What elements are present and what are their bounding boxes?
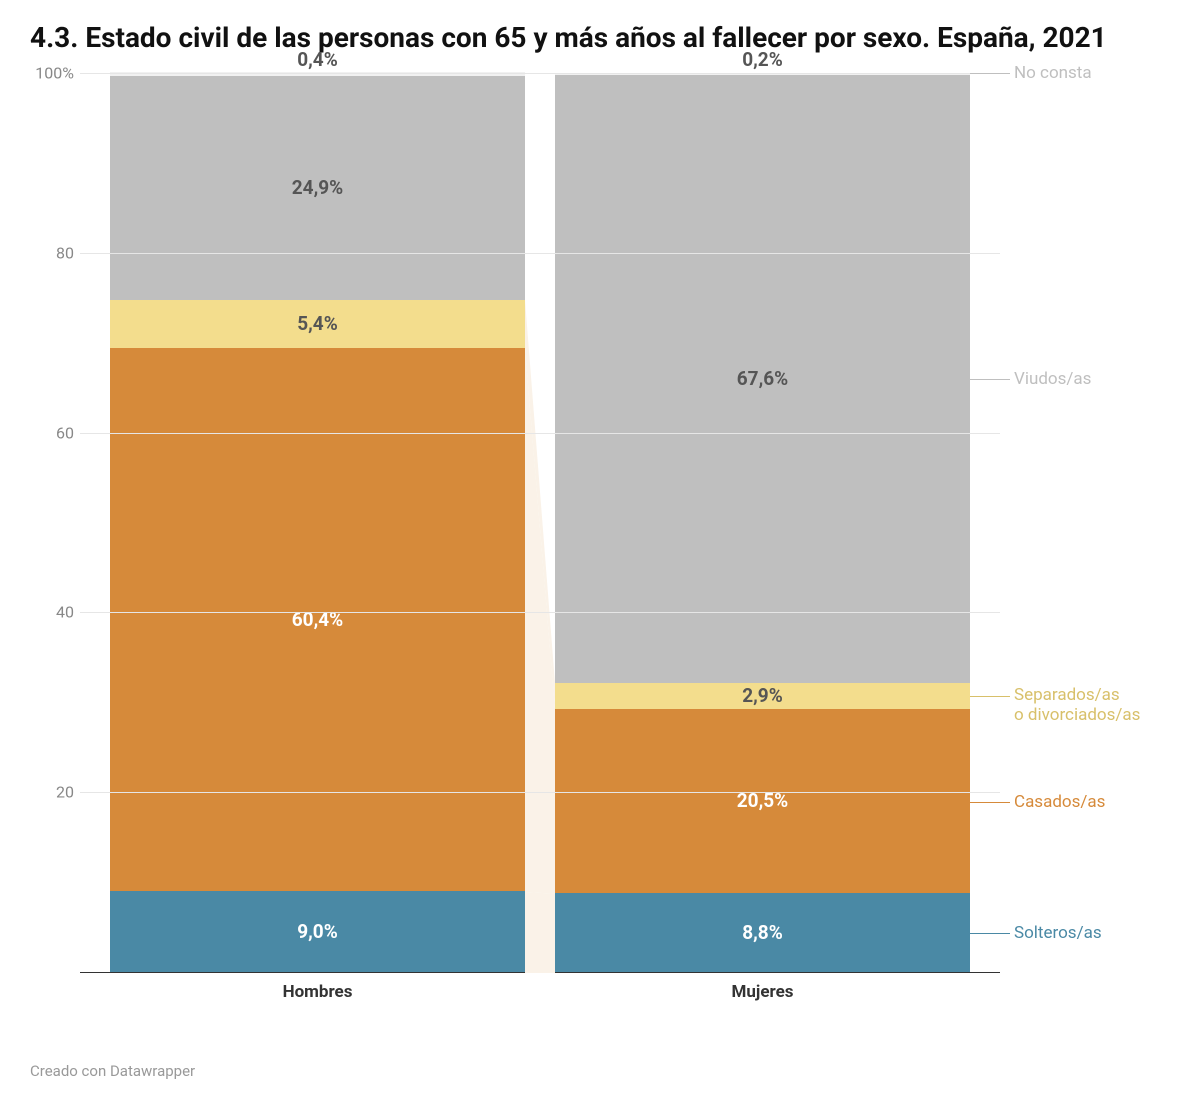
y-tick: 100% bbox=[30, 64, 74, 83]
segment-label-hombres-no_consta: 0,4% bbox=[110, 48, 525, 71]
y-tick: 80 bbox=[30, 243, 74, 262]
y-tick: 60 bbox=[30, 423, 74, 442]
legend-label-casados: Casados/as bbox=[1014, 792, 1105, 812]
legend-leader-casados bbox=[970, 802, 1010, 803]
segment-label-mujeres-no_consta: 0,2% bbox=[555, 48, 970, 71]
legend-leader-solteros bbox=[970, 933, 1010, 934]
legend-leader-separados bbox=[970, 696, 1010, 697]
legend-label-no_consta: No consta bbox=[1014, 63, 1092, 83]
legend-leader-viudos bbox=[970, 379, 1010, 380]
y-tick: 20 bbox=[30, 783, 74, 802]
legend-label-viudos: Viudos/as bbox=[1014, 369, 1091, 389]
footer-credit: Creado con Datawrapper bbox=[30, 1062, 195, 1080]
x-label-mujeres: Mujeres bbox=[555, 972, 970, 1002]
legend-layer: Solteros/as Casados/as Separados/aso divor… bbox=[80, 73, 1190, 973]
legend-label-separados: Separados/aso divorciados/as bbox=[1014, 686, 1140, 725]
chart-area: 9,0%60,4%5,4%24,9%0,4%Hombres8,8%20,5%2,… bbox=[80, 73, 1190, 973]
legend-leader-no_consta bbox=[970, 73, 1010, 74]
y-tick: 40 bbox=[30, 603, 74, 622]
legend-label-solteros: Solteros/as bbox=[1014, 923, 1102, 943]
x-label-hombres: Hombres bbox=[110, 972, 525, 1002]
